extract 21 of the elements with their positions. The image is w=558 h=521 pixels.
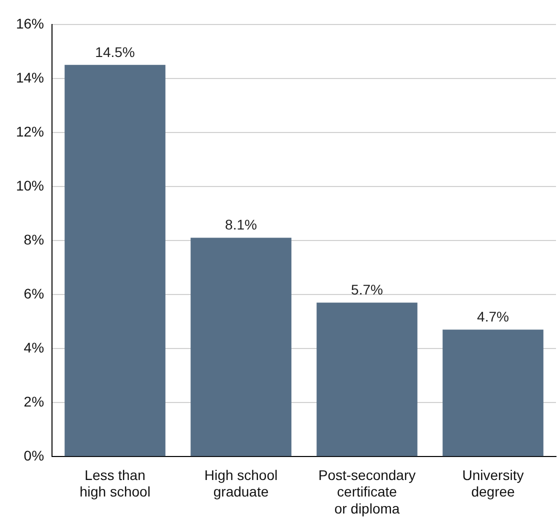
data-label: 14.5% (95, 44, 135, 60)
data-label: 4.7% (477, 308, 509, 324)
y-tick-label: 0% (24, 447, 44, 464)
y-tick-label: 4% (24, 339, 44, 356)
bar (64, 64, 166, 456)
x-tick-label: University degree (462, 466, 524, 500)
x-tick-label: High school graduate (204, 466, 278, 500)
y-tick-label: 6% (24, 285, 44, 302)
y-tick-label: 12% (16, 123, 44, 140)
data-label: 8.1% (225, 216, 257, 233)
bar (316, 302, 418, 456)
y-tick-label: 8% (24, 231, 44, 248)
x-tick-label: Post-secondary certificate or diploma (318, 466, 416, 516)
data-label: 5.7% (351, 281, 383, 298)
y-tick-label: 16% (16, 15, 44, 32)
y-tick-label: 10% (16, 177, 44, 194)
y-tick-label: 2% (24, 393, 44, 410)
bar (442, 330, 544, 456)
y-tick-label: 14% (16, 69, 44, 86)
bar (190, 238, 292, 456)
x-tick-label: Less than high school (80, 466, 150, 500)
